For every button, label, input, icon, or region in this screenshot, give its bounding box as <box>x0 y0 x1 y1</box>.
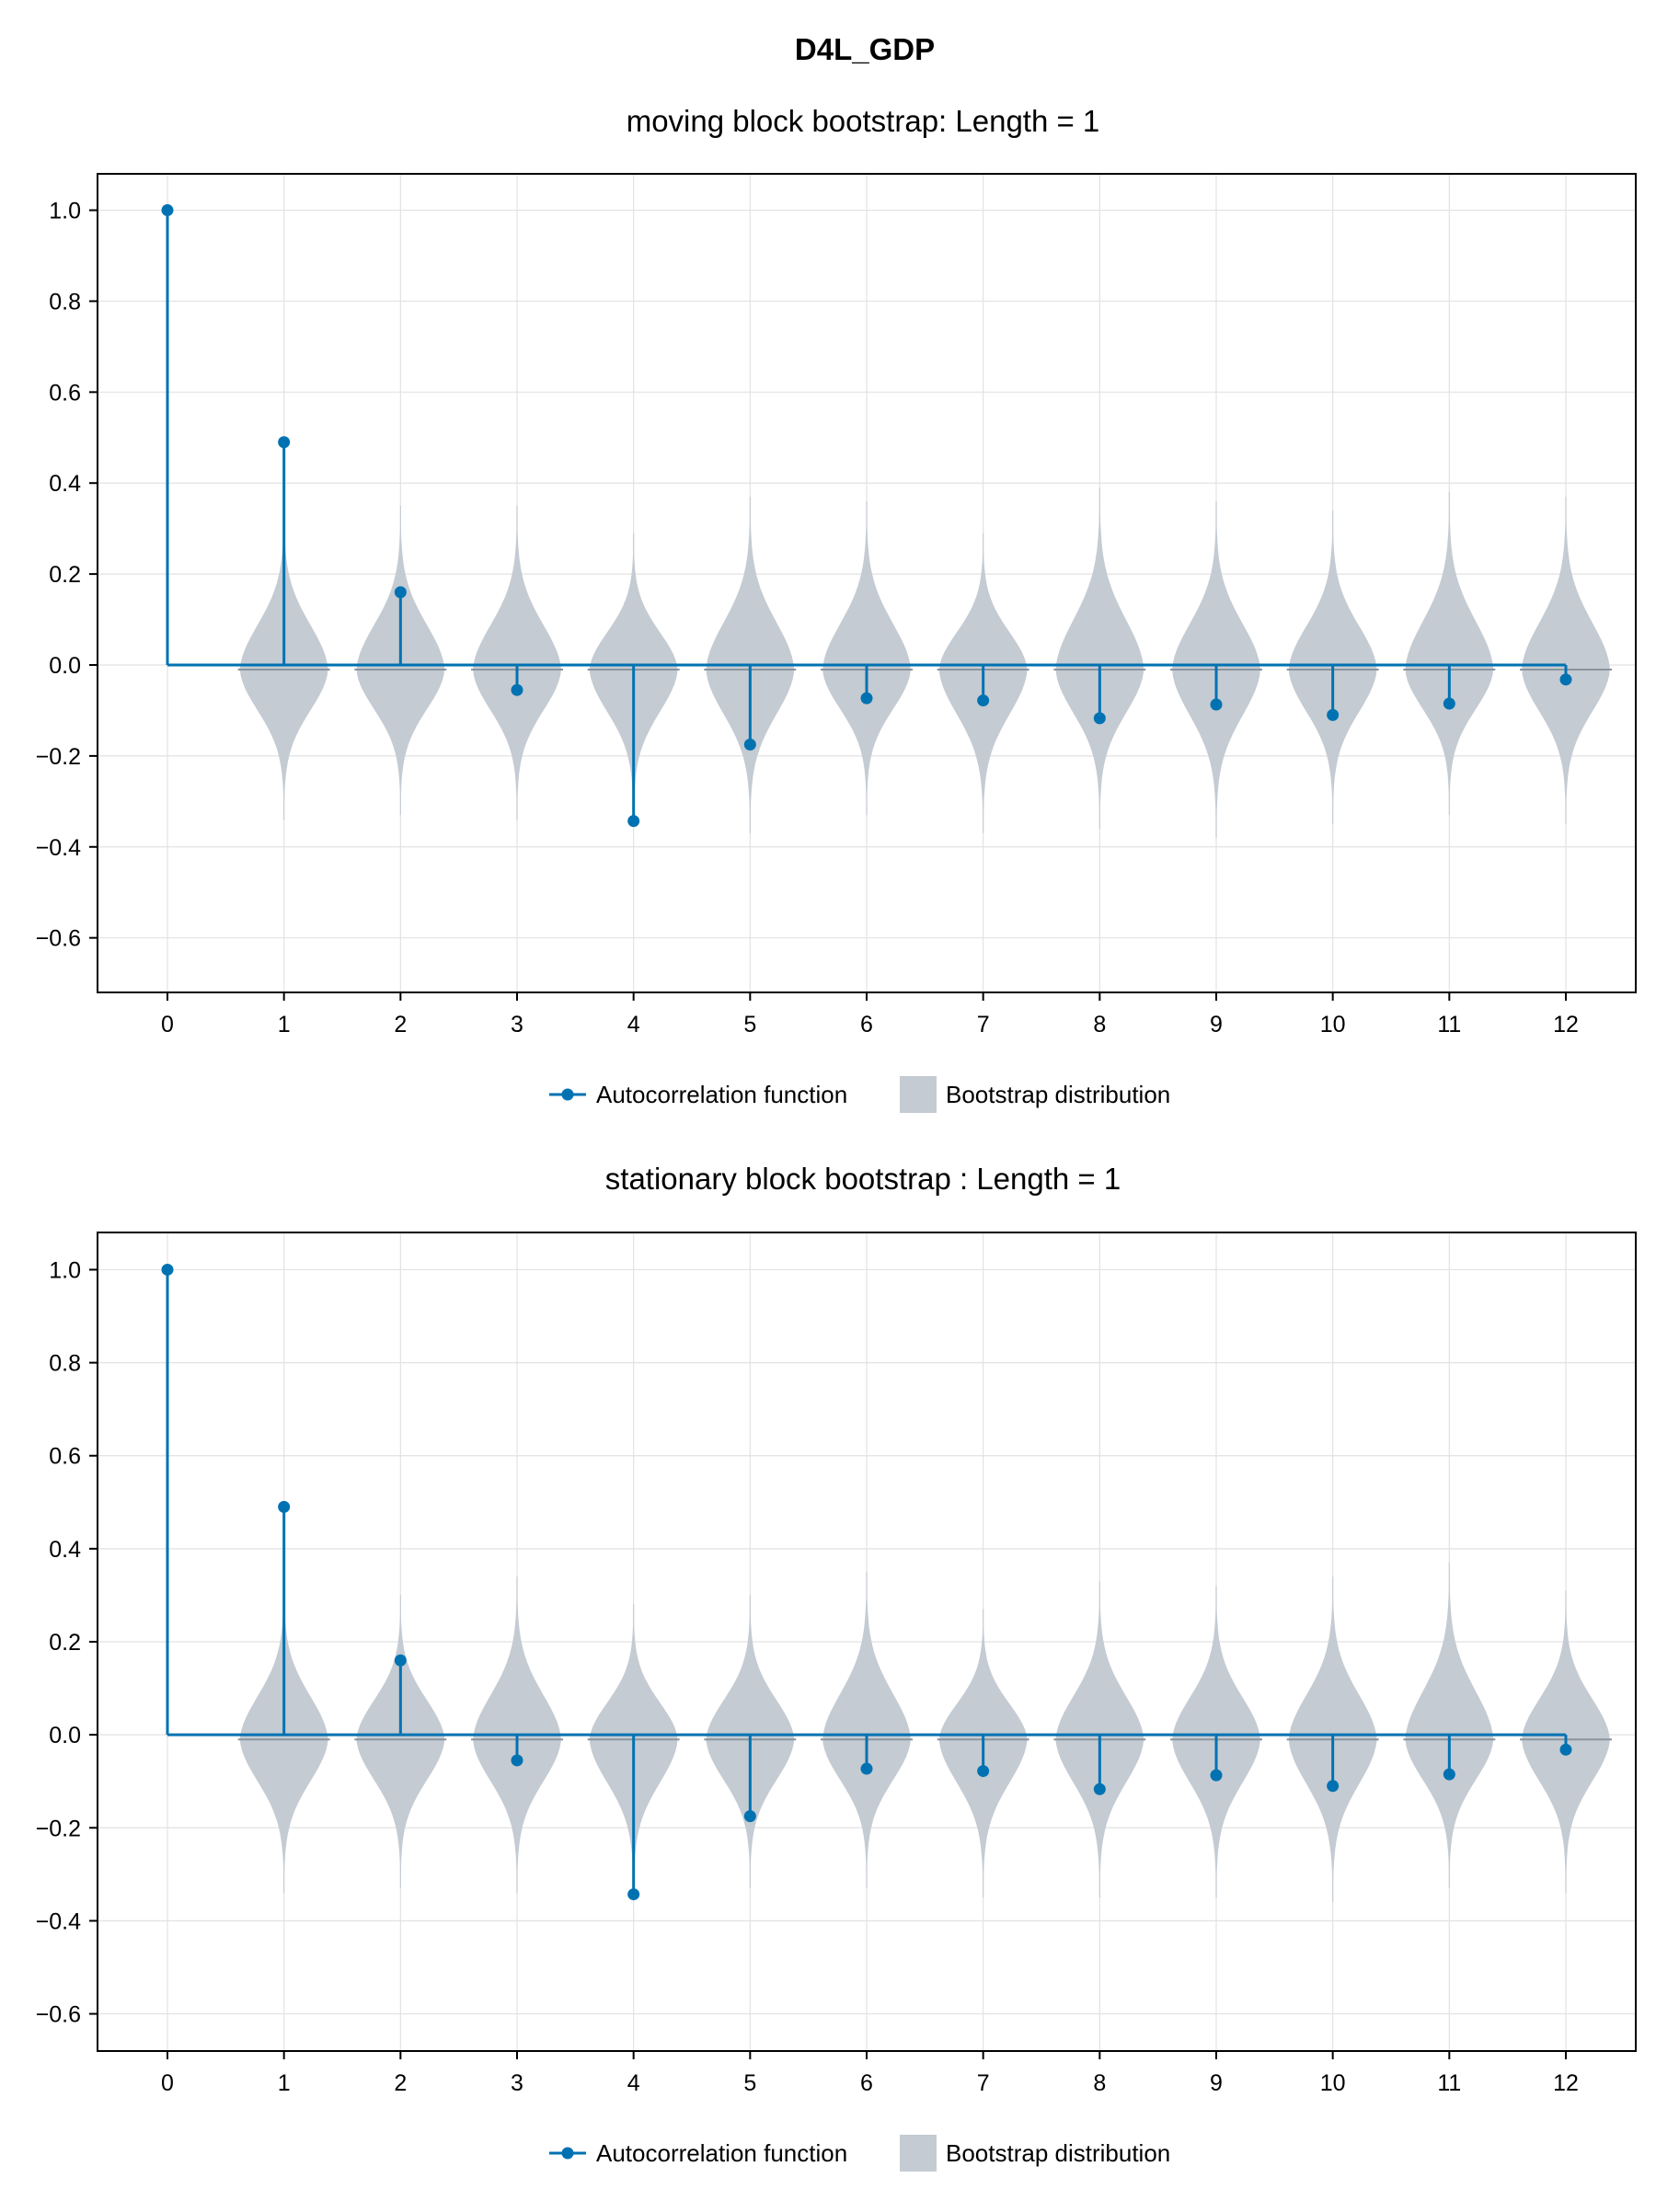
x-tick-label: 6 <box>860 2070 873 2096</box>
x-tick-label: 12 <box>1553 1012 1579 1037</box>
acf-point-lag-5 <box>743 1810 756 1823</box>
acf-point-lag-10 <box>1327 1780 1340 1793</box>
x-tick-label: 7 <box>977 2070 990 2096</box>
acf-point-lag-6 <box>860 1762 873 1775</box>
y-tick-label: 0.2 <box>49 1630 81 1656</box>
acf-point-lag-3 <box>511 683 523 696</box>
violin-lag-11 <box>1405 492 1494 816</box>
acf-panel-moving-block: moving block bootstrap: Length = 10 1 2 3 4 5… <box>36 104 1637 1113</box>
y-tick-label: 0.8 <box>49 289 81 315</box>
violin-lag-8 <box>1055 487 1144 829</box>
y-tick-label: −0.6 <box>36 2002 81 2028</box>
x-tick-label: 6 <box>860 1012 873 1037</box>
acf-point-lag-3 <box>511 1754 523 1767</box>
acf-stems <box>161 204 1572 828</box>
legend-label-acf: Autocorrelation function <box>596 1081 847 1108</box>
x-tick-label: 8 <box>1093 1012 1106 1037</box>
axis-ticks: 0 1 2 3 4 5 6 7 8 9 10 11 12−0.6−0.4−0.20.00.20.40.6… <box>36 1257 1579 2096</box>
x-tick-label: 1 <box>278 1012 291 1037</box>
violin-lag-3 <box>473 505 561 820</box>
acf-point-lag-7 <box>977 694 990 707</box>
x-tick-label: 10 <box>1320 1012 1346 1037</box>
x-tick-label: 10 <box>1320 2070 1346 2096</box>
acf-point-lag-11 <box>1443 1768 1455 1781</box>
panel-title: moving block bootstrap: Length = 1 <box>627 104 1100 138</box>
x-tick-label: 3 <box>511 1012 523 1037</box>
x-tick-label: 12 <box>1553 2070 1579 2096</box>
y-tick-label: 0.0 <box>49 653 81 679</box>
acf-point-lag-4 <box>627 1888 640 1901</box>
y-tick-label: 1.0 <box>49 1257 81 1283</box>
acf-point-lag-11 <box>1443 697 1455 710</box>
x-tick-label: 11 <box>1437 1012 1461 1037</box>
axis-ticks: 0 1 2 3 4 5 6 7 8 9 10 11 12−0.6−0.4−0.20.00.20.40.6… <box>36 199 1579 1037</box>
x-tick-label: 9 <box>1210 1012 1223 1037</box>
x-tick-label: 9 <box>1210 2070 1223 2096</box>
y-tick-label: 1.0 <box>49 199 81 224</box>
x-tick-label: 5 <box>743 2070 756 2096</box>
panel-title: stationary block bootstrap : Length = 1 <box>605 1162 1121 1196</box>
x-tick-label: 0 <box>161 2070 174 2096</box>
y-tick-label: −0.4 <box>36 835 81 861</box>
x-tick-label: 7 <box>977 1012 990 1037</box>
acf-point-lag-7 <box>977 1765 990 1778</box>
legend: Autocorrelation function Bootstrap distri… <box>549 2135 1170 2172</box>
acf-point-lag-1 <box>278 436 291 449</box>
acf-point-lag-2 <box>394 586 407 599</box>
x-tick-label: 8 <box>1093 2070 1106 2096</box>
acf-point-lag-5 <box>743 739 756 751</box>
legend-label-bootstrap: Bootstrap distribution <box>946 2139 1170 2167</box>
x-tick-label: 3 <box>511 2070 523 2096</box>
acf-point-lag-12 <box>1559 1743 1572 1756</box>
acf-point-lag-10 <box>1327 708 1340 721</box>
acf-point-lag-8 <box>1093 1782 1106 1795</box>
acf-panel-stationary-block: stationary block bootstrap : Length = 1 0… <box>36 1162 1637 2172</box>
y-tick-label: −0.6 <box>36 926 81 952</box>
acf-point-lag-0 <box>161 1263 174 1276</box>
violin-lag-6 <box>822 501 911 816</box>
legend-acf-marker <box>561 2147 574 2160</box>
figure-title: D4L_GDP <box>795 32 935 66</box>
violin-lag-11 <box>1405 1563 1494 1888</box>
acf-point-lag-4 <box>627 815 640 828</box>
x-tick-label: 4 <box>627 2070 640 2096</box>
x-tick-label: 0 <box>161 1012 174 1037</box>
y-tick-label: −0.2 <box>36 1816 81 1841</box>
x-tick-label: 2 <box>394 1012 407 1037</box>
acf-point-lag-1 <box>278 1500 291 1513</box>
y-tick-label: −0.2 <box>36 744 81 770</box>
y-tick-label: 0.6 <box>49 1444 81 1470</box>
legend: Autocorrelation function Bootstrap distri… <box>549 1076 1170 1113</box>
y-tick-label: 0.8 <box>49 1351 81 1377</box>
y-tick-label: −0.4 <box>36 1908 81 1934</box>
legend-bootstrap-patch <box>900 1076 937 1113</box>
violin-lag-1 <box>239 1581 328 1894</box>
acf-point-lag-9 <box>1210 1769 1223 1782</box>
legend-label-bootstrap: Bootstrap distribution <box>946 1081 1170 1108</box>
violin-lag-2 <box>356 1595 445 1888</box>
x-tick-label: 4 <box>627 1012 640 1037</box>
x-tick-label: 1 <box>278 2070 291 2096</box>
violin-lag-6 <box>822 1572 911 1888</box>
acf-point-lag-9 <box>1210 698 1223 711</box>
acf-point-lag-6 <box>860 692 873 705</box>
x-tick-label: 5 <box>743 1012 756 1037</box>
y-tick-label: 0.4 <box>49 471 81 497</box>
y-tick-label: 0.0 <box>49 1723 81 1748</box>
violin-lag-12 <box>1522 497 1610 825</box>
legend-acf-marker <box>561 1088 574 1101</box>
y-tick-label: 0.2 <box>49 562 81 588</box>
acf-point-lag-0 <box>161 204 174 217</box>
acf-stems <box>161 1263 1572 1901</box>
x-tick-label: 2 <box>394 2070 407 2096</box>
legend-bootstrap-patch <box>900 2135 937 2172</box>
acf-point-lag-8 <box>1093 712 1106 725</box>
y-tick-label: 0.4 <box>49 1537 81 1563</box>
y-tick-label: 0.6 <box>49 380 81 406</box>
x-tick-label: 11 <box>1437 2070 1461 2096</box>
legend-label-acf: Autocorrelation function <box>596 2139 847 2167</box>
acf-point-lag-2 <box>394 1654 407 1667</box>
acf-point-lag-12 <box>1559 673 1572 686</box>
